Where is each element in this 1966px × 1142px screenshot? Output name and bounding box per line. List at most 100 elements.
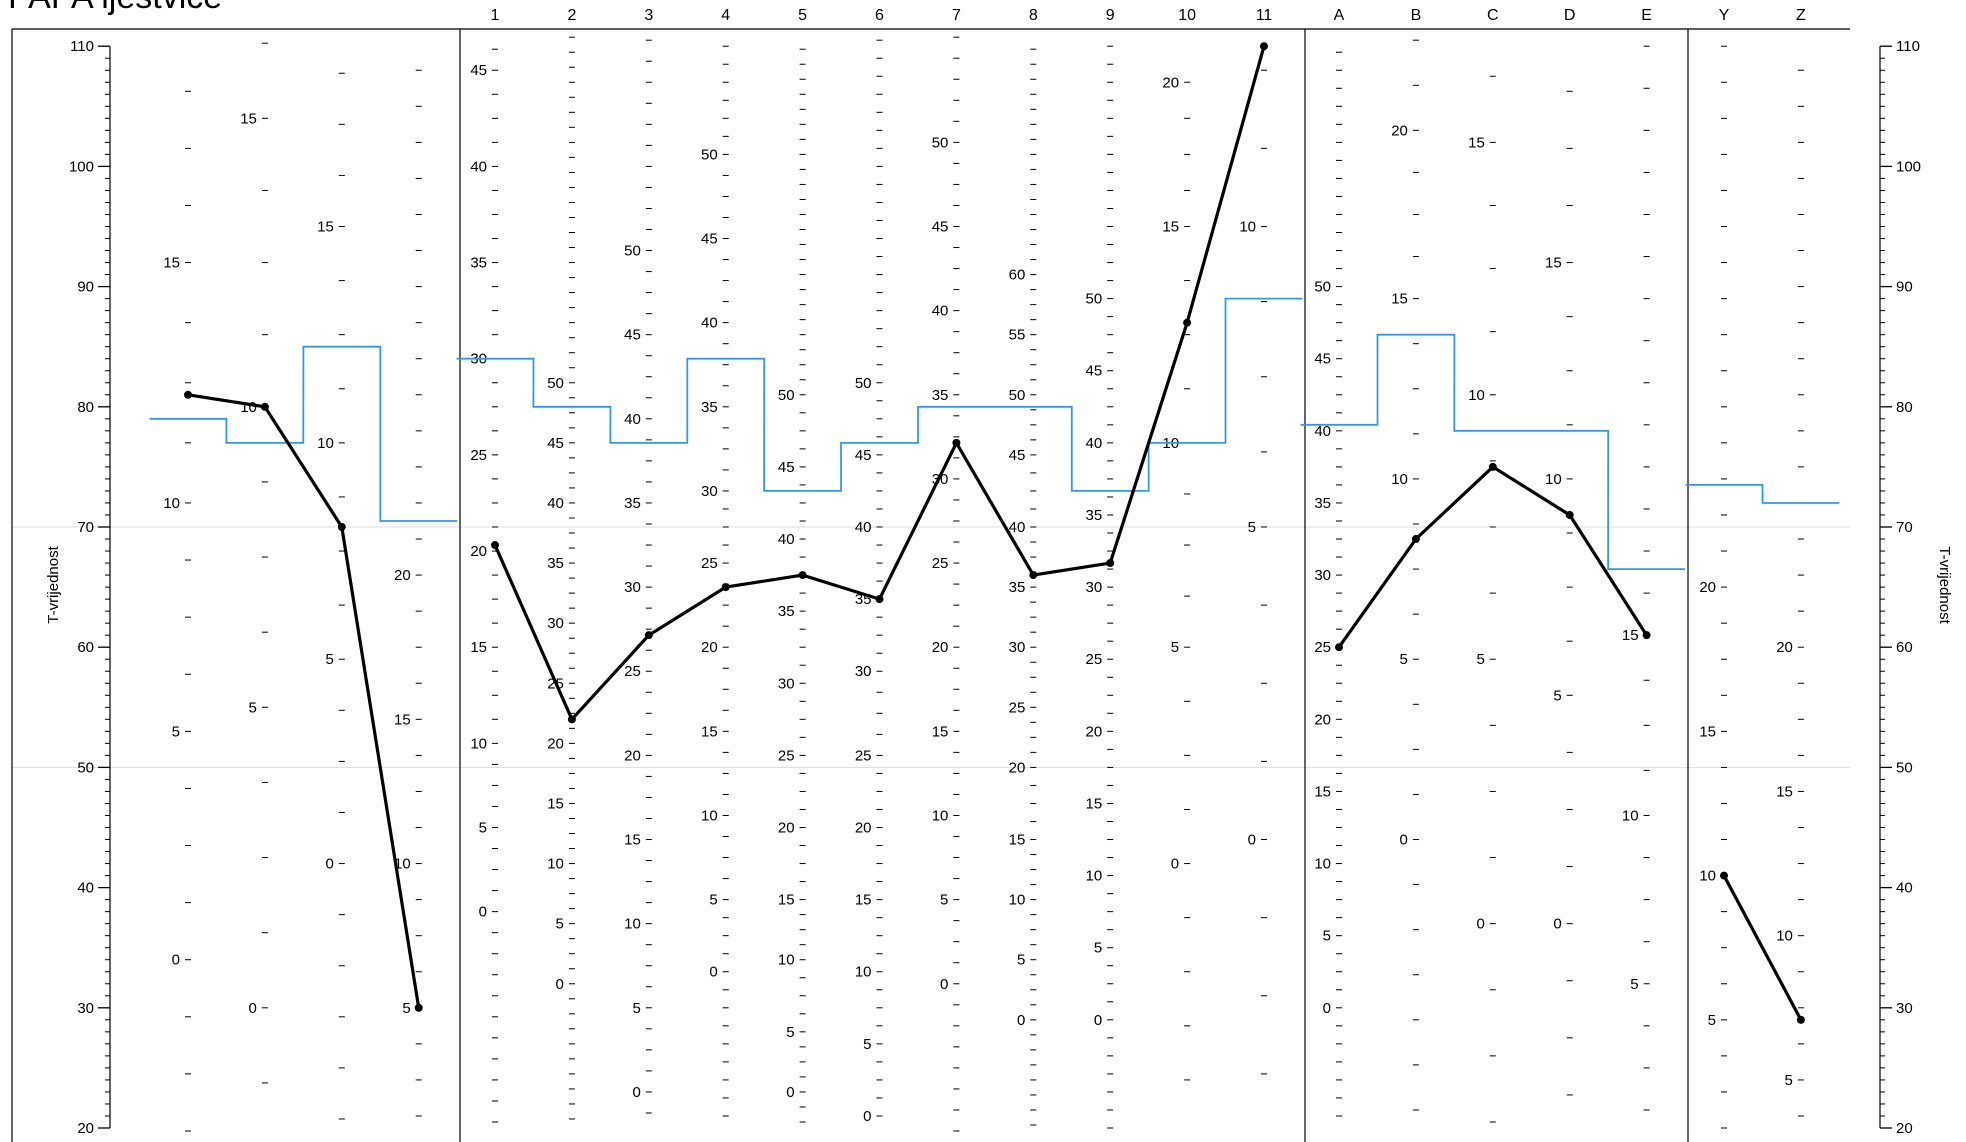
- raw-tick-label: 10: [1009, 892, 1026, 909]
- scale-header-7: 7: [952, 7, 961, 24]
- raw-tick-label: 15: [624, 832, 641, 849]
- scale-header-B: B: [1411, 7, 1422, 24]
- profile-point: [414, 1003, 423, 1012]
- raw-tick-label: 5: [249, 699, 257, 716]
- tick-label: 70: [1896, 519, 1913, 536]
- tick-label: 50: [1896, 759, 1913, 776]
- tick-label: 110: [70, 38, 94, 55]
- raw-tick-label: 5: [1094, 940, 1102, 957]
- profile-point: [721, 583, 730, 592]
- raw-tick-label: 40: [932, 303, 949, 320]
- raw-tick-label: 15: [547, 795, 564, 812]
- raw-tick-label: 15: [701, 723, 718, 740]
- profile-point: [644, 631, 653, 640]
- scale-0-3: 5 10 15 20: [394, 69, 422, 1117]
- scale-header-5: 5: [798, 7, 807, 24]
- raw-tick-label: 0: [1553, 916, 1561, 933]
- profile-line-group-2: [1337, 465, 1648, 649]
- raw-tick-label: 40: [624, 411, 641, 428]
- raw-tick-label: 5: [1476, 651, 1484, 668]
- raw-tick-label: 15: [470, 639, 487, 656]
- tick-label: 40: [1896, 880, 1913, 897]
- raw-tick-label: 0: [863, 1108, 871, 1125]
- norm-steps: [149, 297, 1840, 570]
- raw-tick-label: 5: [786, 1024, 794, 1041]
- raw-tick-label: 15: [1086, 795, 1103, 812]
- raw-tick-label: 45: [701, 231, 718, 248]
- raw-tick-label: 0: [1171, 856, 1179, 873]
- tick-label: 20: [1896, 1120, 1913, 1137]
- raw-tick-label: 15: [1776, 783, 1793, 800]
- raw-tick-label: 20: [1314, 711, 1331, 728]
- raw-tick-label: 5: [172, 723, 180, 740]
- raw-tick-label: 10: [163, 495, 180, 512]
- profile-line-group-0: [187, 393, 421, 1009]
- raw-tick-label: 10: [624, 916, 641, 933]
- raw-tick-label: 10: [1776, 928, 1793, 945]
- tick-label: 60: [77, 639, 94, 656]
- raw-tick-label: 45: [1314, 351, 1331, 368]
- group-3-scales: 5 10 15 20 5 10 15 20: [1699, 45, 1804, 1129]
- raw-tick-label: 5: [325, 651, 333, 668]
- profile-point: [1029, 571, 1038, 580]
- tick-label: 30: [77, 1000, 94, 1017]
- scale-E: 5 10 15: [1622, 45, 1650, 1111]
- raw-tick-label: 15: [778, 892, 795, 909]
- raw-tick-label: 0: [940, 976, 948, 993]
- scale-8: 0 5 10 15 20 25 30 35 40 45 50 55 60: [1009, 48, 1037, 1126]
- raw-tick-label: 35: [624, 495, 641, 512]
- scale-header-6: 6: [875, 7, 884, 24]
- raw-tick-label: 30: [701, 483, 718, 500]
- reference-lines: [12, 526, 1850, 768]
- raw-tick-label: 25: [701, 555, 718, 572]
- raw-tick-label: 0: [325, 856, 333, 873]
- profile-point: [1488, 462, 1497, 471]
- scale-header-E: E: [1641, 7, 1652, 24]
- raw-tick-label: 30: [1086, 579, 1103, 596]
- raw-tick-label: 20: [855, 820, 872, 837]
- raw-tick-label: 10: [1086, 868, 1103, 885]
- y-axis-title-left: T-vrijednost: [45, 545, 62, 623]
- panel-frames: [11, 28, 1850, 1142]
- raw-tick-label: 15: [1391, 291, 1408, 308]
- norm-step-group-0: [149, 345, 458, 522]
- raw-tick-label: 10: [1468, 387, 1485, 404]
- raw-tick-label: 10: [1545, 471, 1562, 488]
- raw-tick-label: 0: [1094, 1012, 1102, 1029]
- scale-B: 0 5 10 15 20: [1391, 39, 1419, 1111]
- raw-tick-label: 10: [394, 856, 411, 873]
- profile-point: [875, 595, 884, 604]
- profile-point: [260, 402, 269, 411]
- tick-label: 60: [1896, 639, 1913, 656]
- raw-tick-label: 40: [547, 495, 564, 512]
- raw-tick-label: 5: [1553, 687, 1561, 704]
- raw-tick-label: 0: [786, 1084, 794, 1101]
- scale-header-2: 2: [567, 7, 576, 24]
- raw-tick-label: 10: [1622, 807, 1639, 824]
- raw-tick-label: 35: [1086, 507, 1103, 524]
- raw-tick-label: 0: [556, 976, 564, 993]
- profile-point: [1260, 42, 1268, 51]
- raw-tick-label: 30: [1009, 639, 1026, 656]
- raw-tick-label: 5: [1323, 928, 1331, 945]
- raw-tick-label: 45: [624, 327, 641, 344]
- profile-point: [1720, 871, 1728, 880]
- raw-tick-label: 5: [1708, 1012, 1716, 1029]
- raw-tick-label: 35: [701, 399, 718, 416]
- raw-tick-label: 15: [317, 219, 334, 236]
- scale-0-2: 0 5 10 15: [317, 72, 345, 1120]
- raw-tick-label: 50: [701, 146, 718, 163]
- scale-header-A: A: [1334, 7, 1345, 24]
- profile-point: [184, 390, 192, 399]
- raw-tick-label: 10: [778, 952, 795, 969]
- raw-tick-label: 10: [701, 807, 718, 824]
- raw-tick-label: 30: [1314, 567, 1331, 584]
- scale-header-D: D: [1564, 7, 1576, 24]
- raw-tick-label: 50: [778, 387, 795, 404]
- tick-label: 90: [1896, 279, 1913, 296]
- raw-tick-label: 20: [547, 735, 564, 752]
- raw-tick-label: 5: [940, 892, 948, 909]
- raw-tick-label: 10: [240, 399, 257, 416]
- raw-tick-label: 25: [932, 555, 949, 572]
